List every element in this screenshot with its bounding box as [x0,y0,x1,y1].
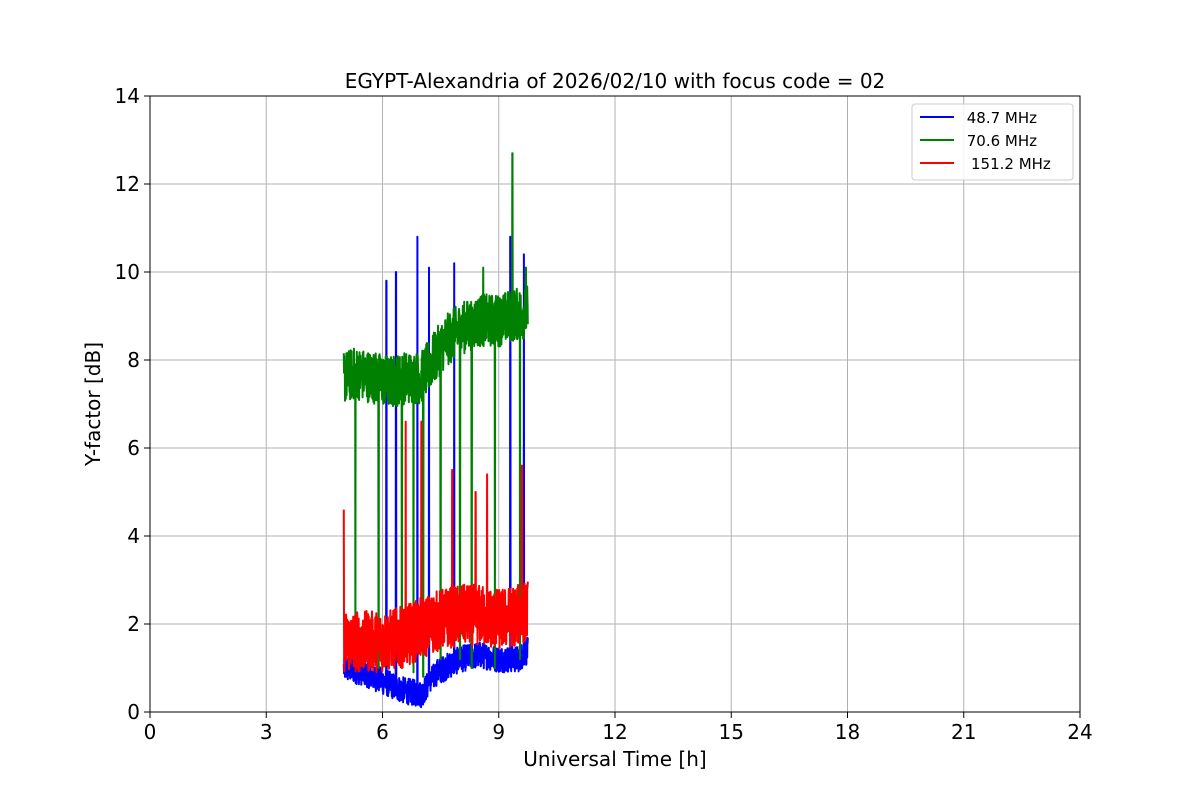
data-layer [342,152,529,709]
chart-title: EGYPT-Alexandria of 2026/02/10 with focu… [345,69,886,93]
legend-label-48-7: 48.7 MHz [962,109,1037,127]
y-axis-ticks: 0 2 4 6 8 10 12 14 [115,84,150,724]
series-line-1 [342,152,529,678]
y-tick-label: 2 [127,612,140,636]
x-tick-label: 15 [719,720,744,744]
legend: 48.7 MHz 70.6 MHz 151.2 MHz [911,103,1074,181]
series-line-2 [342,420,529,674]
y-tick-label: 4 [127,524,140,548]
legend-label-70-6: 70.6 MHz [962,132,1037,150]
x-axis-ticks: 0 3 6 9 12 15 18 21 24 [144,712,1093,744]
y-tick-label: 8 [127,348,140,372]
x-tick-label: 24 [1067,720,1092,744]
legend-frame [911,103,1074,181]
x-tick-label: 21 [951,720,976,744]
legend-label-151-2: 151.2 MHz [971,155,1051,173]
y-tick-label: 12 [115,172,140,196]
x-tick-label: 18 [835,720,860,744]
x-tick-label: 0 [144,720,157,744]
x-tick-label: 6 [376,720,389,744]
y-tick-label: 14 [115,84,140,108]
series-line-0 [342,235,529,709]
x-axis-title: Universal Time [h] [523,747,706,771]
y-tick-label: 0 [127,700,140,724]
x-tick-label: 3 [260,720,273,744]
y-axis-title: Y-factor [dB] [81,342,105,467]
x-tick-label: 9 [492,720,505,744]
y-tick-label: 10 [115,260,140,284]
x-tick-label: 12 [602,720,627,744]
y-tick-label: 6 [127,436,140,460]
